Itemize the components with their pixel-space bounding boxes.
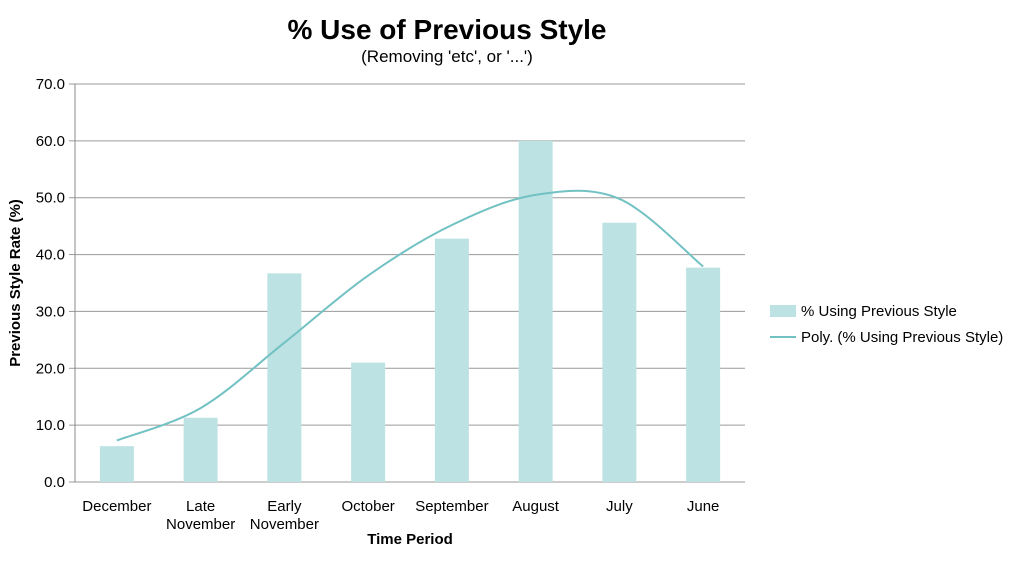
- y-tick-label: 50.0: [36, 190, 65, 207]
- x-tick-label-line: July: [606, 498, 633, 515]
- x-tick-label-line: September: [415, 498, 488, 515]
- legend-bar-swatch: [770, 305, 796, 317]
- x-tick-label-line: Late: [186, 498, 215, 515]
- legend-bar-label: % Using Previous Style: [801, 303, 957, 320]
- trendline: [116, 189, 704, 442]
- y-axis-title: Previous Style Rate (%): [7, 199, 24, 367]
- x-tick-label-line: June: [687, 498, 720, 515]
- x-tick-label: Early November: [250, 498, 319, 533]
- y-tick-label: 70.0: [36, 76, 65, 93]
- bar: [99, 446, 134, 482]
- y-tick-label: 60.0: [36, 133, 65, 150]
- trendline-series: [116, 189, 704, 442]
- x-tick-label-line: October: [341, 498, 394, 515]
- y-tick-label: 0.0: [44, 474, 65, 491]
- x-tick-label: July: [606, 498, 633, 515]
- bar: [183, 417, 218, 482]
- chart-title: % Use of Previous Style: [287, 14, 606, 45]
- y-tick-label: 20.0: [36, 360, 65, 377]
- bar: [602, 222, 637, 482]
- x-tick-label-line: November: [250, 516, 319, 533]
- y-axis-ticks: 0.0 10.0 20.0 30.0 40.0 50.0 60.0 70.0: [36, 76, 75, 491]
- legend: % Using Previous Style Poly. (% Using Pr…: [770, 303, 1003, 346]
- y-tick-label: 40.0: [36, 247, 65, 264]
- gridlines: [75, 83, 745, 483]
- x-tick-label: June: [687, 498, 720, 515]
- bar: [518, 140, 553, 482]
- chart-subtitle: (Removing 'etc', or '...'): [361, 47, 533, 66]
- x-tick-label: August: [512, 498, 560, 515]
- bar: [351, 362, 386, 482]
- x-tick-label: October: [341, 498, 394, 515]
- x-tick-label: September: [415, 498, 488, 515]
- x-tick-label-line: December: [82, 498, 151, 515]
- x-tick-label-line: November: [166, 516, 235, 533]
- x-tick-label-line: August: [512, 498, 560, 515]
- bar-series: [99, 140, 721, 482]
- y-tick-label: 10.0: [36, 417, 65, 434]
- x-tick-label-line: Early: [267, 498, 302, 515]
- bar: [434, 238, 469, 482]
- x-tick-label: December: [82, 498, 151, 515]
- x-tick-label: Late November: [166, 498, 235, 533]
- legend-trendline-label: Poly. (% Using Previous Style): [801, 329, 1003, 346]
- x-axis-title: Time Period: [367, 531, 453, 548]
- bar: [686, 267, 721, 482]
- y-tick-label: 30.0: [36, 303, 65, 320]
- bar: [267, 273, 302, 482]
